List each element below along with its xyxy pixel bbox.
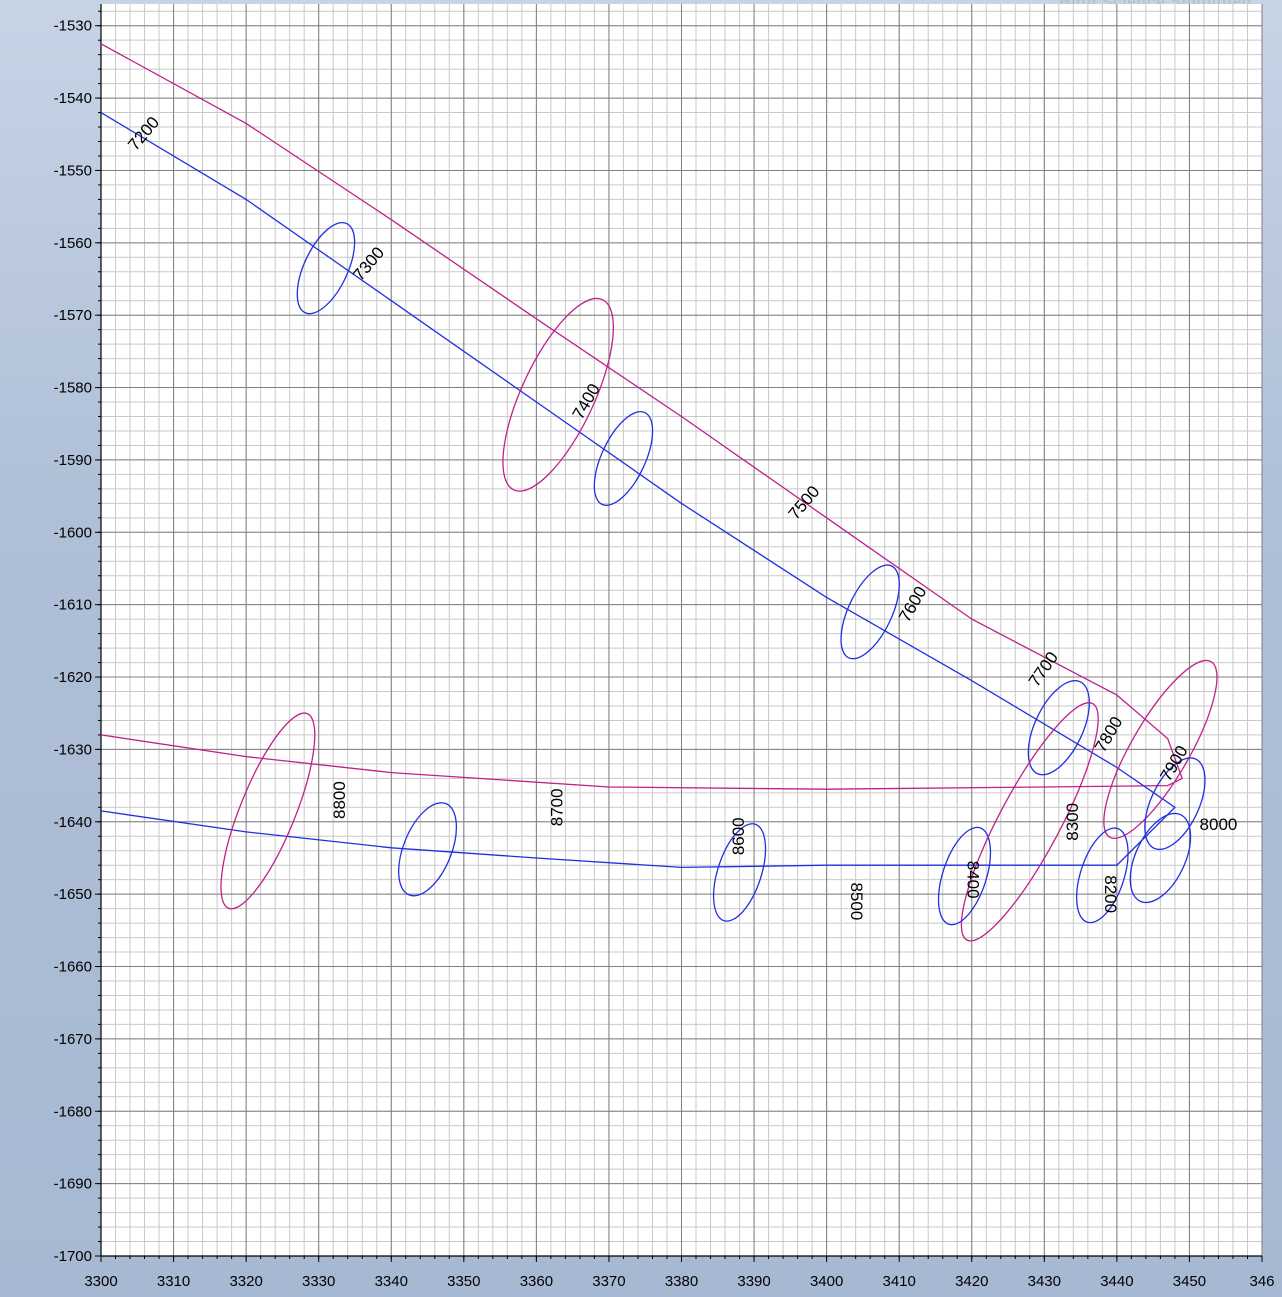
- y-tick-label: -1640: [54, 814, 92, 831]
- x-tick-label: 3370: [592, 1273, 625, 1290]
- y-tick-label: -1610: [54, 597, 92, 614]
- depth-label: 8400: [963, 861, 982, 899]
- uncertainty-ellipse: [502, 297, 615, 492]
- uncertainty-ellipse: [937, 826, 992, 926]
- y-tick-label: -1670: [54, 1031, 92, 1048]
- major-grid: [100, 4, 1263, 1257]
- uncertainty-ellipse: [1144, 757, 1206, 851]
- x-tick-label: 3430: [1028, 1273, 1061, 1290]
- x-tick-label: 3410: [883, 1273, 916, 1290]
- uncertainty-ellipses: [220, 221, 1218, 942]
- series-layer: [100, 43, 1184, 869]
- x-tick-label: 3420: [955, 1273, 988, 1290]
- x-tick-label: 3300: [84, 1273, 117, 1290]
- x-tick-label: 3320: [229, 1273, 262, 1290]
- y-tick-label: -1600: [54, 524, 92, 541]
- uncertainty-ellipse: [296, 221, 356, 315]
- depth-label: 8600: [729, 817, 748, 855]
- depth-label: 8200: [1101, 875, 1120, 913]
- wellpath-series-1: [100, 43, 1184, 790]
- depth-label: 8500: [847, 882, 866, 920]
- y-tick-label: -1550: [54, 162, 92, 179]
- x-tick-label: 3450: [1173, 1273, 1206, 1290]
- y-tick-label: -1540: [54, 90, 92, 107]
- uncertainty-ellipse: [712, 823, 767, 922]
- x-tick-label: 3330: [302, 1273, 335, 1290]
- y-tick-label: -1630: [54, 741, 92, 758]
- uncertainty-ellipse: [398, 802, 458, 897]
- x-tick-label: 3360: [520, 1273, 553, 1290]
- y-tick-label: -1580: [54, 380, 92, 397]
- x-tick-label: 3380: [665, 1273, 698, 1290]
- x-tick-label: 3390: [737, 1273, 770, 1290]
- y-tick-label: -1530: [54, 18, 92, 35]
- uncertainty-ellipse: [960, 702, 1099, 942]
- y-tick-label: -1700: [54, 1248, 92, 1265]
- axes: -1530 -1540 -1550 -1560 -1570 -1580 -1590 -1600…: [54, 4, 1275, 1290]
- x-tick-label: 3310: [157, 1273, 190, 1290]
- y-tick-label: -1570: [54, 307, 92, 324]
- depth-label: 8300: [1063, 803, 1082, 841]
- uncertainty-ellipse: [593, 411, 654, 506]
- depth-label: 8800: [330, 781, 349, 819]
- x-tick-label: 3440: [1100, 1273, 1133, 1290]
- x-tick-label: 3340: [375, 1273, 408, 1290]
- depth-label: 8700: [548, 788, 567, 826]
- y-tick-label: -1590: [54, 452, 92, 469]
- y-tick-label: -1680: [54, 1103, 92, 1120]
- uncertainty-ellipse: [1103, 659, 1218, 839]
- y-tick-label: -1690: [54, 1176, 92, 1193]
- x-tick-label: 3350: [447, 1273, 480, 1290]
- uncertainty-ellipse: [1027, 680, 1090, 776]
- x-tick-label: 346: [1249, 1273, 1274, 1290]
- uncertainty-ellipse: [1129, 812, 1192, 904]
- y-tick-label: -1650: [54, 886, 92, 903]
- y-tick-label: -1660: [54, 959, 92, 976]
- wellpath-series-2: [100, 112, 1176, 869]
- uncertainty-ellipse: [1076, 827, 1129, 924]
- y-tick-label: -1620: [54, 669, 92, 686]
- depth-label: 8000: [1200, 815, 1238, 834]
- uncertainty-ellipse: [220, 712, 316, 910]
- y-tick-label: -1560: [54, 235, 92, 252]
- x-tick-label: 3400: [810, 1273, 843, 1290]
- uncertainty-ellipse: [840, 564, 900, 660]
